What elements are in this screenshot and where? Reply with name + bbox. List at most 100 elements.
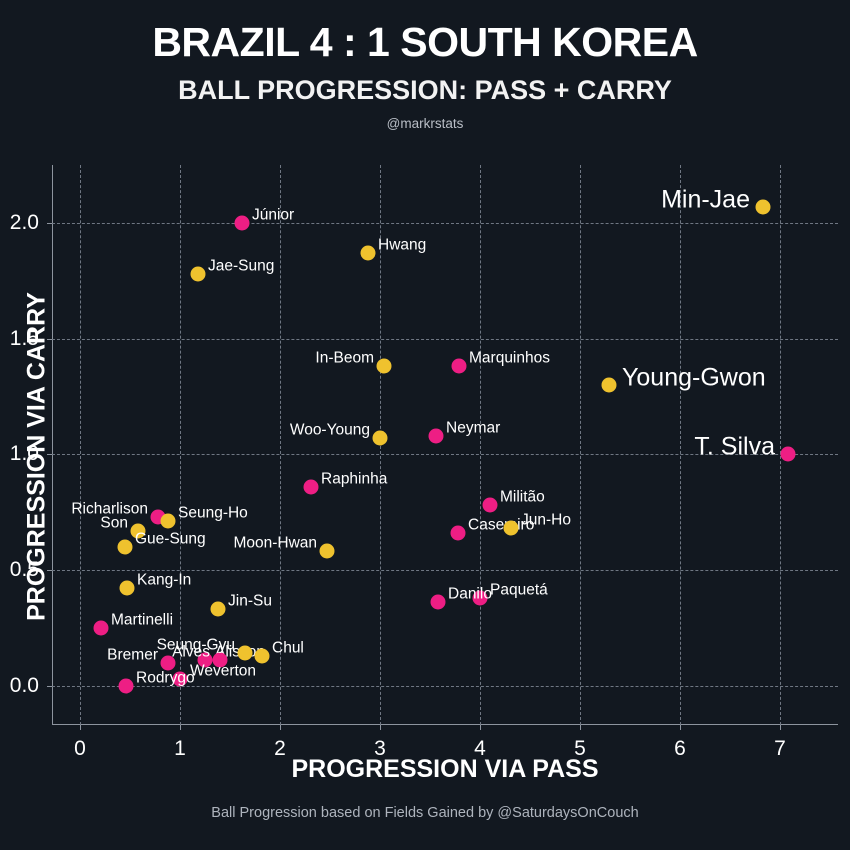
scatter-point-label: Danilo [448, 585, 492, 603]
scatter-point-label: Min-Jae [661, 185, 750, 214]
gridline-horizontal [52, 569, 838, 571]
scatter-point[interactable] [319, 543, 335, 559]
x-tick-label: 6 [674, 737, 686, 760]
y-tick-mark [47, 454, 52, 456]
scatter-point-label: Martinelli [111, 611, 174, 629]
scatter-point[interactable] [428, 428, 444, 444]
y-tick-mark [47, 338, 52, 340]
scatter-point[interactable] [503, 520, 519, 536]
scatter-point-label: Neymar [446, 418, 501, 436]
gridline-horizontal [52, 454, 838, 456]
x-tick-mark [280, 725, 281, 730]
author-handle: @markrstats [386, 116, 464, 131]
scatter-point[interactable] [780, 446, 796, 462]
y-tick-label: 0.5 [9, 557, 39, 581]
scatter-point[interactable] [372, 430, 388, 446]
gridline-horizontal [52, 338, 838, 340]
scatter-point[interactable] [130, 523, 146, 539]
y-tick-label: 1.5 [9, 326, 39, 350]
scatter-point[interactable] [172, 671, 188, 687]
scatter-point[interactable] [160, 513, 176, 529]
scatter-point-label: Bremer [107, 645, 158, 663]
scatter-point-label: Raphinha [321, 469, 388, 487]
scatter-point[interactable] [117, 539, 133, 555]
scatter-point[interactable] [190, 266, 206, 282]
scatter-point-label: Militão [500, 488, 545, 506]
y-axis-label: PROGRESSION VIA CARRY [22, 292, 51, 621]
gridline-vertical [80, 165, 81, 725]
x-tick-label: 5 [574, 737, 586, 760]
y-tick-label: 2.0 [9, 210, 39, 234]
x-tick-label: 7 [774, 737, 786, 760]
scatter-point-label: Jae-Sung [208, 257, 275, 274]
x-tick-label: 0 [74, 737, 86, 760]
y-tick-mark [47, 569, 52, 571]
scatter-point[interactable] [237, 645, 253, 661]
gridline-vertical [180, 165, 181, 725]
scatter-point-label: In-Beom [315, 349, 374, 367]
scatter-point-label: T. Silva [694, 432, 775, 461]
scatter-point[interactable] [472, 590, 488, 606]
x-tick-mark [380, 725, 381, 730]
x-axis-label: PROGRESSION VIA PASS [291, 755, 599, 783]
y-tick-label: 0.0 [9, 673, 39, 697]
scatter-point[interactable] [376, 358, 392, 374]
scatter-point[interactable] [197, 652, 213, 668]
x-tick-mark [580, 725, 581, 730]
x-tick-mark [80, 725, 81, 730]
gridline-vertical [780, 165, 781, 725]
scatter-point-label: Son [100, 513, 128, 531]
scatter-point[interactable] [303, 479, 319, 495]
gridline-vertical [680, 165, 681, 725]
scatter-point[interactable] [160, 655, 176, 671]
scatter-point[interactable] [212, 652, 228, 668]
scatter-point[interactable] [119, 580, 135, 596]
scatter-point[interactable] [360, 245, 376, 261]
scatter-point-label: Jun-Ho [521, 511, 571, 529]
gridline-horizontal [52, 685, 838, 687]
scatter-point-label: Moon-Hwan [233, 534, 317, 552]
scatter-point-label: Paquetá [490, 580, 548, 598]
chart-subtitle: BALL PROGRESSION: PASS + CARRY [178, 75, 672, 105]
gridline-vertical [580, 165, 581, 725]
gridline-vertical [280, 165, 281, 725]
scatter-point[interactable] [118, 678, 134, 694]
scatter-point-label: Weverton [190, 661, 257, 679]
gridline-horizontal [52, 222, 838, 224]
gridline-vertical [480, 165, 481, 725]
scatter-point[interactable] [210, 601, 226, 617]
scatter-point-label: Woo-Young [289, 421, 370, 439]
scatter-point[interactable] [450, 525, 466, 541]
x-tick-mark [480, 725, 481, 730]
scatter-point[interactable] [755, 199, 771, 215]
scatter-point[interactable] [93, 620, 109, 636]
x-tick-label: 1 [174, 737, 186, 760]
scatter-point-label: Alves [172, 643, 210, 661]
scatter-point-label: Richarlison [71, 499, 148, 517]
plot-area: T. Silva Marquinhos Neymar Raphinha Militão C… [47, 165, 838, 730]
scatter-point[interactable] [254, 648, 270, 664]
scatter-point[interactable] [451, 358, 467, 374]
x-tick-mark [180, 725, 181, 730]
scatter-point-label: Seung-Gyu [156, 636, 235, 654]
x-tick-label: 3 [374, 737, 386, 760]
footnote: Ball Progression based on Fields Gained … [211, 805, 639, 821]
scatter-point-label: Kang-In [137, 571, 192, 589]
scatter-point[interactable] [601, 377, 617, 393]
x-tick-label: 2 [274, 737, 286, 760]
scatter-point[interactable] [234, 215, 250, 231]
scatter-point-label: Young-Gwon [622, 363, 766, 392]
x-tick-label: 4 [474, 737, 486, 760]
plot-frame [52, 165, 838, 725]
y-tick-mark [47, 222, 52, 224]
scatter-point-label: Chul [272, 638, 304, 656]
x-tick-mark [680, 725, 681, 730]
scatter-point-label: Jin-Su [228, 592, 272, 610]
scatter-point-label: Seung-Ho [178, 504, 248, 522]
scatter-point[interactable] [430, 594, 446, 610]
page-title: BRAZIL 4 : 1 SOUTH KOREA [152, 19, 698, 65]
scatter-point[interactable] [482, 497, 498, 513]
y-tick-label: 1.0 [9, 442, 39, 466]
scatter-point-label: Gue-Sung [135, 530, 206, 548]
